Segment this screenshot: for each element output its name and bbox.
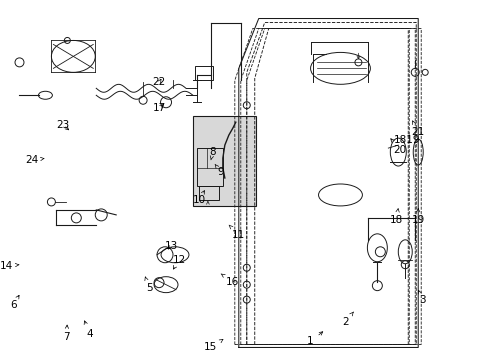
Text: 5: 5 xyxy=(144,277,152,293)
Text: 4: 4 xyxy=(84,321,92,338)
Text: 24: 24 xyxy=(25,155,44,165)
Text: 1: 1 xyxy=(306,332,322,346)
Text: 8: 8 xyxy=(209,147,216,160)
Text: 16: 16 xyxy=(221,274,239,287)
Text: 17: 17 xyxy=(152,103,165,113)
Text: 11: 11 xyxy=(228,225,245,240)
Text: 9: 9 xyxy=(215,164,224,177)
Text: 6: 6 xyxy=(10,295,19,310)
Text: 1819: 1819 xyxy=(393,135,420,145)
Text: 23: 23 xyxy=(57,120,70,130)
Text: 10: 10 xyxy=(192,191,205,205)
Text: 15: 15 xyxy=(204,339,223,352)
Text: 13: 13 xyxy=(164,241,177,251)
Text: 21: 21 xyxy=(411,121,424,137)
Text: 14: 14 xyxy=(0,261,19,271)
Text: 2: 2 xyxy=(342,312,353,327)
Text: 7: 7 xyxy=(63,325,69,342)
Text: 3: 3 xyxy=(417,291,425,305)
FancyBboxPatch shape xyxy=(193,116,255,206)
Text: 20: 20 xyxy=(390,139,406,155)
Text: 12: 12 xyxy=(172,255,185,269)
Text: 22: 22 xyxy=(152,77,165,87)
Text: 19: 19 xyxy=(411,209,424,225)
Text: 18: 18 xyxy=(389,209,402,225)
